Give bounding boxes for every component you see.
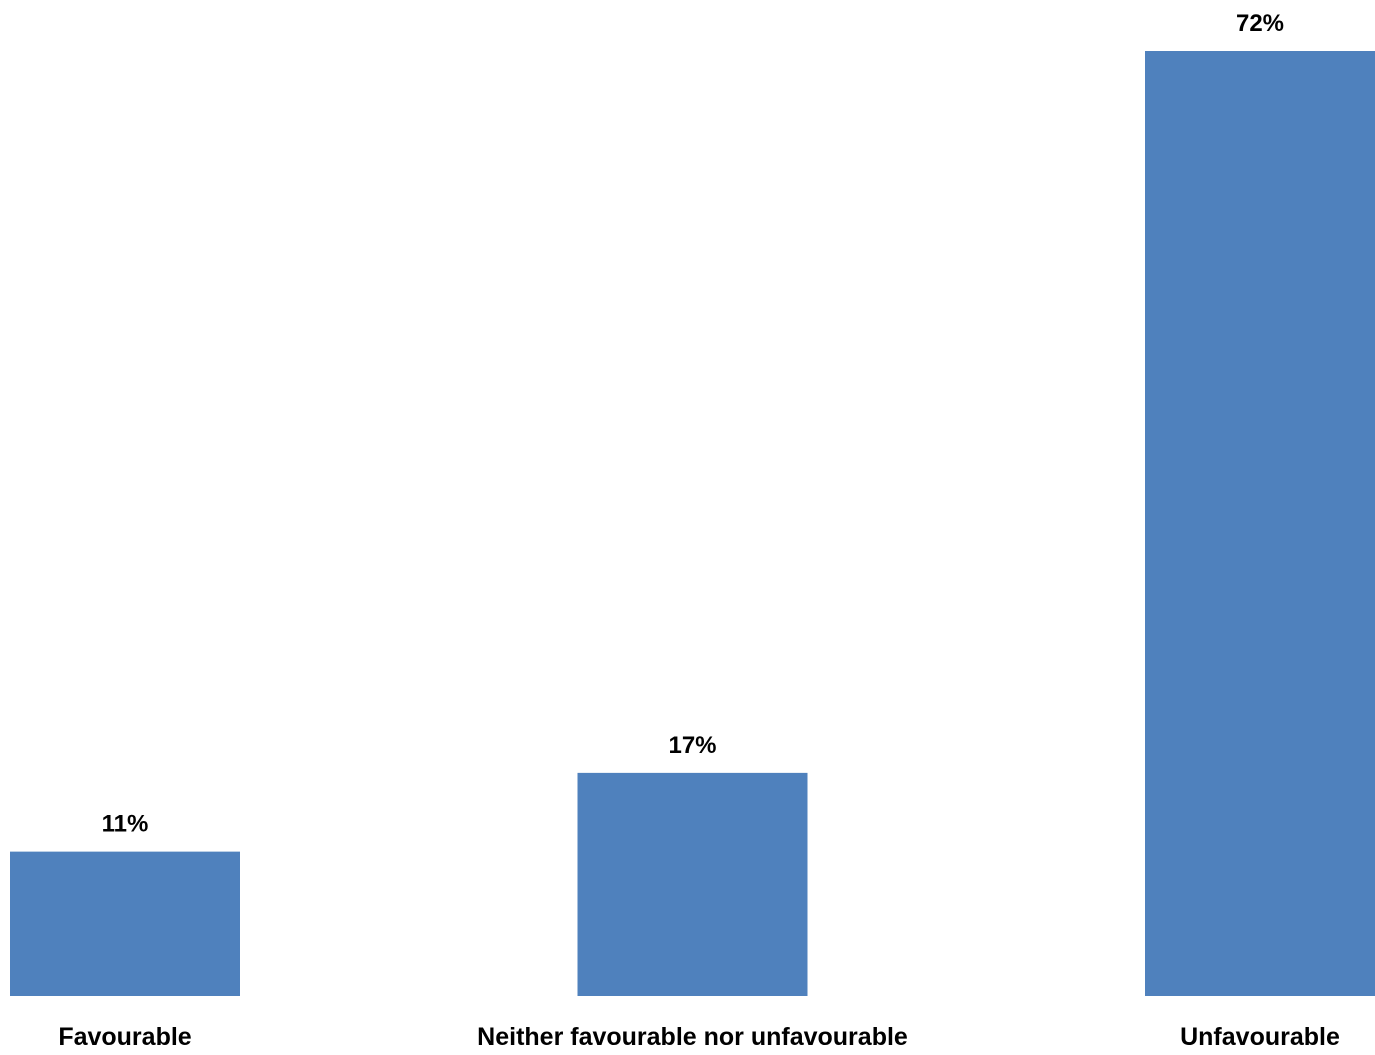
bar-neither bbox=[577, 772, 808, 996]
bars-group bbox=[10, 51, 1375, 996]
category-label-neither: Neither favourable nor unfavourable bbox=[477, 1023, 908, 1051]
category-labels-group: Favourable Neither favourable nor unfavou… bbox=[58, 1023, 1340, 1051]
data-label-favourable: 11% bbox=[102, 811, 149, 838]
value-labels-group: 11% 17% 72% bbox=[102, 10, 1284, 838]
category-label-unfavourable: Unfavourable bbox=[1180, 1023, 1340, 1051]
data-label-neither: 17% bbox=[668, 732, 716, 759]
bar-favourable bbox=[10, 851, 240, 996]
bar-unfavourable bbox=[1145, 51, 1375, 996]
data-label-unfavourable: 72% bbox=[1236, 10, 1284, 37]
category-label-favourable: Favourable bbox=[58, 1023, 191, 1051]
